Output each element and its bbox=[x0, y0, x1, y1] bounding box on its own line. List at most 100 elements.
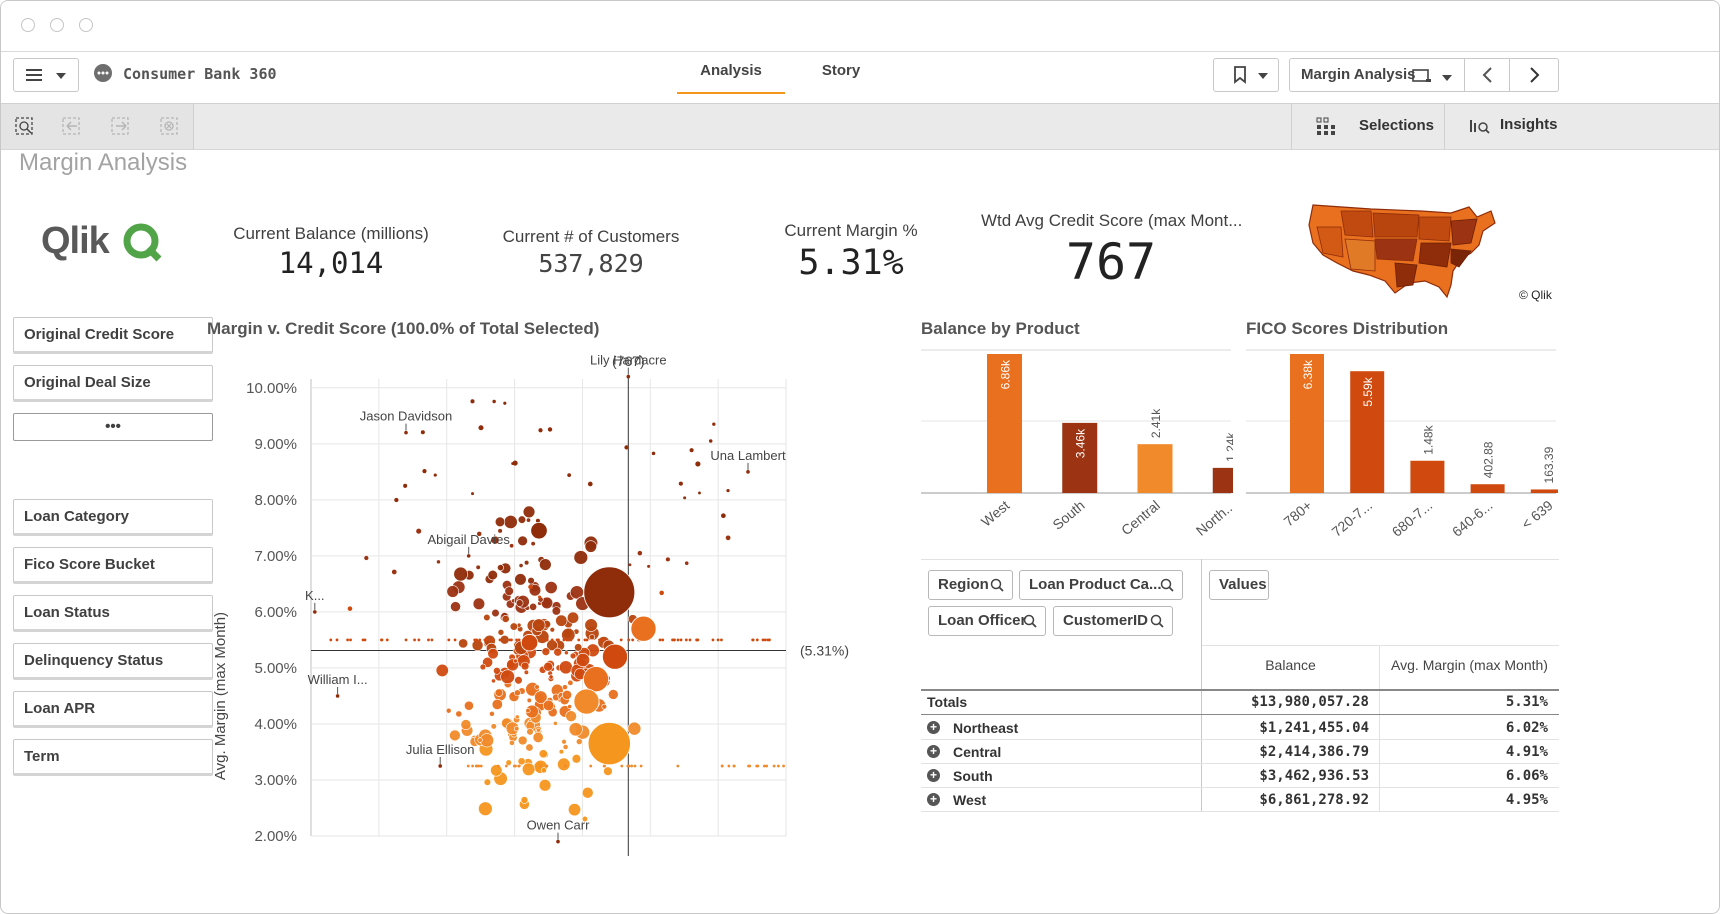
bar[interactable] bbox=[1470, 484, 1505, 493]
labeled-point[interactable] bbox=[556, 839, 560, 844]
scatter-point bbox=[532, 731, 544, 743]
table-row-label[interactable]: Central bbox=[953, 744, 1002, 760]
filter-fico-score-bucket[interactable]: Fico Score Bucket bbox=[13, 547, 213, 584]
main-menu-button[interactable] bbox=[13, 58, 79, 92]
scatter-point bbox=[391, 569, 397, 575]
totals-label: Totals bbox=[927, 694, 968, 710]
qlik-logo-text: Qlik bbox=[41, 220, 110, 262]
bar[interactable] bbox=[1137, 444, 1173, 493]
step-back-icon[interactable] bbox=[58, 113, 88, 139]
filter-original-deal-size[interactable]: Original Deal Size bbox=[13, 365, 213, 402]
scatter-point bbox=[430, 638, 434, 642]
col-header-margin[interactable]: Avg. Margin (max Month) bbox=[1391, 657, 1548, 673]
window-minimize-button[interactable] bbox=[50, 18, 64, 32]
scatter-point bbox=[494, 688, 504, 697]
step-forward-icon[interactable] bbox=[107, 113, 137, 139]
tab-story[interactable]: Story bbox=[821, 62, 861, 79]
scatter-point bbox=[671, 638, 674, 642]
tab-analysis[interactable]: Analysis bbox=[677, 52, 785, 94]
table-row-divider bbox=[921, 763, 1559, 764]
scatter-point bbox=[445, 707, 452, 714]
labeled-point[interactable] bbox=[438, 764, 442, 768]
scatter-point bbox=[499, 634, 510, 645]
app-icon bbox=[94, 64, 112, 82]
filter-more-button[interactable]: ••• bbox=[13, 413, 213, 441]
scatter-bubble[interactable] bbox=[520, 634, 539, 652]
bar[interactable] bbox=[1290, 354, 1324, 493]
scatter-bubble[interactable] bbox=[582, 666, 609, 693]
scatter-point bbox=[581, 786, 594, 799]
scatter-point bbox=[335, 638, 339, 642]
bar[interactable] bbox=[987, 354, 1022, 493]
filter-loan-apr[interactable]: Loan APR bbox=[13, 691, 213, 728]
dim-region-chip[interactable]: Region bbox=[928, 570, 1013, 600]
us-map[interactable] bbox=[1301, 197, 1501, 307]
filter-loan-status[interactable]: Loan Status bbox=[13, 595, 213, 632]
labeled-point[interactable] bbox=[746, 470, 750, 474]
point-label: K... bbox=[305, 588, 325, 603]
scatter-point bbox=[526, 728, 534, 736]
filter-term[interactable]: Term bbox=[13, 739, 213, 776]
table-row-label[interactable]: West bbox=[953, 792, 987, 808]
scatter-point bbox=[464, 700, 474, 711]
scatter-point bbox=[720, 764, 724, 768]
totals-balance: $13,980,057.28 bbox=[1250, 694, 1369, 710]
scatter-bubble[interactable] bbox=[601, 643, 628, 670]
fico-distribution-chart[interactable]: 6.38k 780+ 5.59k 720-7... 1.48k 680-7... 402.8… bbox=[1246, 346, 1558, 556]
table-row-divider bbox=[921, 739, 1559, 740]
expand-plus-icon[interactable]: + bbox=[927, 745, 940, 758]
values-chip[interactable]: Values bbox=[1209, 570, 1269, 600]
dim-loan-officer-chip[interactable]: Loan Officer bbox=[928, 606, 1046, 636]
scatter-bubble[interactable] bbox=[573, 688, 600, 715]
scatter-chart[interactable]: Avg. Margin (max Month) 10.00% 9.00% 8.00%… bbox=[201, 346, 881, 914]
scatter-bubble[interactable] bbox=[583, 566, 636, 619]
insights-button[interactable]: Insights bbox=[1445, 104, 1563, 149]
scatter-point bbox=[515, 599, 524, 607]
labeled-point[interactable] bbox=[313, 610, 317, 614]
col-header-balance[interactable]: Balance bbox=[1265, 657, 1316, 673]
dim-loan-product-chip[interactable]: Loan Product Ca... bbox=[1019, 570, 1183, 600]
scatter-bubble[interactable] bbox=[587, 721, 631, 766]
scatter-point bbox=[455, 710, 463, 718]
scatter-point bbox=[688, 638, 692, 642]
bar[interactable] bbox=[1530, 489, 1558, 493]
selections-button[interactable]: Selections bbox=[1292, 104, 1444, 149]
labeled-point[interactable] bbox=[626, 374, 631, 379]
window-close-button[interactable] bbox=[21, 18, 35, 32]
labeled-point[interactable] bbox=[404, 430, 408, 435]
labeled-point[interactable] bbox=[335, 694, 340, 698]
expand-plus-icon[interactable]: + bbox=[927, 721, 940, 734]
category-label: Central bbox=[1118, 497, 1163, 538]
clear-selections-icon[interactable] bbox=[156, 113, 186, 139]
table-cell-balance: $6,861,278.92 bbox=[1259, 792, 1369, 808]
table-row-label[interactable]: Northeast bbox=[953, 720, 1019, 736]
previous-sheet-button[interactable] bbox=[1465, 59, 1509, 91]
bar[interactable] bbox=[1062, 422, 1098, 493]
expand-plus-icon[interactable]: + bbox=[927, 769, 940, 782]
smart-search-icon[interactable] bbox=[11, 113, 41, 139]
labeled-point[interactable] bbox=[466, 554, 471, 558]
scatter-point bbox=[542, 699, 555, 712]
filter-original-credit-score[interactable]: Original Credit Score bbox=[13, 317, 213, 354]
filter-delinquency-status[interactable]: Delinquency Status bbox=[13, 643, 213, 680]
window-zoom-button[interactable] bbox=[79, 18, 93, 32]
bar[interactable] bbox=[1350, 371, 1385, 493]
table-row-label[interactable]: South bbox=[953, 768, 993, 784]
scatter-bubble[interactable] bbox=[630, 615, 657, 642]
scatter-bubble[interactable] bbox=[530, 521, 548, 540]
bookmark-button[interactable] bbox=[1213, 58, 1279, 92]
next-sheet-button[interactable] bbox=[1510, 59, 1558, 91]
bar[interactable] bbox=[1410, 460, 1445, 493]
scatter-point bbox=[720, 638, 723, 642]
dim-customerid-chip[interactable]: CustomerID bbox=[1053, 606, 1173, 636]
sheet-selector[interactable]: Margin Analysis bbox=[1289, 58, 1559, 92]
expand-plus-icon[interactable]: + bbox=[927, 793, 940, 806]
insights-label: Insights bbox=[1500, 116, 1558, 133]
filter-loan-category[interactable]: Loan Category bbox=[13, 499, 213, 536]
bar[interactable] bbox=[1212, 467, 1233, 493]
scatter-point bbox=[561, 738, 567, 745]
bookmark-icon bbox=[1234, 66, 1268, 84]
balance-by-product-chart[interactable]: 6.86k West 3.46k South 2.41k Central 1.24k Nort… bbox=[921, 346, 1233, 556]
scatter-point bbox=[585, 638, 589, 642]
scatter-point bbox=[505, 759, 512, 766]
